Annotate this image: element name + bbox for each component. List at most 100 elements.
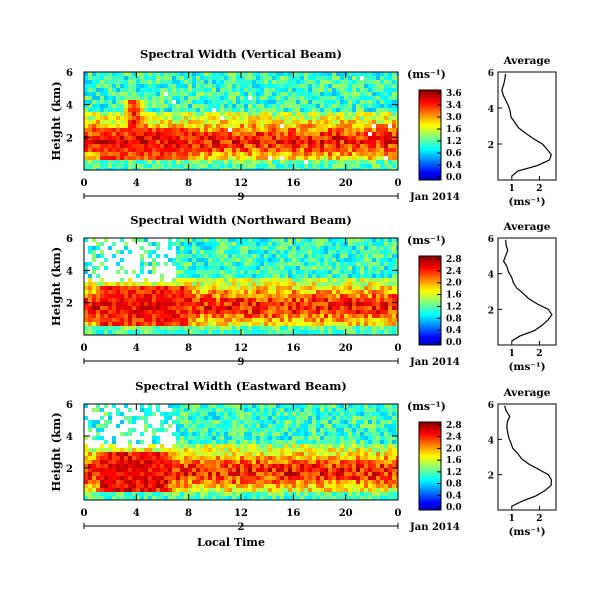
- heatmap-cell: [228, 274, 233, 279]
- heatmap-cell: [120, 306, 125, 311]
- heatmap-cell: [92, 436, 97, 441]
- heatmap-cell: [160, 460, 165, 465]
- heatmap-cell: [200, 294, 205, 299]
- heatmap-cell: [244, 322, 249, 327]
- heatmap-cell: [136, 330, 141, 335]
- heatmap-cell: [236, 140, 241, 145]
- heatmap-cell: [168, 464, 173, 469]
- heatmap-cell: [180, 432, 185, 437]
- heatmap-cell: [364, 250, 369, 255]
- heatmap-cell: [132, 306, 137, 311]
- heatmap-cell: [132, 448, 137, 453]
- heatmap-cell: [216, 108, 221, 113]
- heatmap-cell: [244, 124, 249, 129]
- heatmap-cell: [196, 72, 201, 77]
- heatmap-cell: [260, 286, 265, 291]
- heatmap-cell: [152, 156, 157, 161]
- heatmap-cell: [96, 432, 101, 437]
- heatmap-cell: [112, 80, 117, 85]
- heatmap-cell: [144, 484, 149, 489]
- heatmap-cell: [92, 136, 97, 141]
- heatmap-cell: [372, 258, 377, 263]
- heatmap-cell: [244, 168, 249, 171]
- heatmap-cell: [84, 132, 89, 137]
- heatmap-cell: [236, 144, 241, 149]
- heatmap-cell: [256, 148, 261, 153]
- heatmap-cell: [388, 270, 393, 275]
- heatmap-cell: [140, 84, 145, 89]
- heatmap-cell: [236, 108, 241, 113]
- heatmap-cell: [84, 266, 89, 271]
- heatmap-cell: [308, 92, 313, 97]
- heatmap-cell: [192, 488, 197, 493]
- heatmap-cell: [332, 88, 337, 93]
- heatmap-cell: [156, 326, 161, 331]
- heatmap-cell: [364, 278, 369, 283]
- heatmap-cell: [180, 484, 185, 489]
- heatmap-cell: [188, 92, 193, 97]
- heatmap-cell: [344, 80, 349, 85]
- heatmap-cell: [392, 152, 397, 157]
- heatmap-cell: [116, 266, 121, 271]
- heatmap-cell: [388, 88, 393, 93]
- heatmap-cell: [324, 270, 329, 275]
- heatmap-cell: [384, 132, 389, 137]
- heatmap-cell: [120, 310, 125, 315]
- heatmap-cell: [208, 330, 213, 335]
- heatmap-cell: [140, 420, 145, 425]
- heatmap-cell: [140, 492, 145, 497]
- heatmap-cell: [160, 412, 165, 417]
- heatmap-cell: [148, 160, 153, 165]
- heatmap-cell: [372, 310, 377, 315]
- heatmap-cell: [392, 100, 397, 105]
- heatmap-cell: [368, 242, 373, 247]
- heatmap-cell: [216, 100, 221, 105]
- heatmap-cell: [320, 326, 325, 331]
- heatmap-cell: [136, 238, 141, 243]
- heatmap-cell: [324, 314, 329, 319]
- heatmap-cell: [176, 84, 181, 89]
- heatmap-cell: [364, 270, 369, 275]
- heatmap-cell: [232, 100, 237, 105]
- heatmap-cell: [356, 294, 361, 299]
- heatmap-cell: [236, 254, 241, 259]
- heatmap-cell: [200, 136, 205, 141]
- heatmap-cell: [180, 476, 185, 481]
- heatmap-cell: [208, 72, 213, 77]
- heatmap-cell: [260, 302, 265, 307]
- heatmap-cell: [392, 302, 397, 307]
- heatmap-cell: [172, 120, 177, 125]
- heatmap-cell: [92, 160, 97, 165]
- heatmap-cell: [312, 326, 317, 331]
- heatmap-cell: [368, 152, 373, 157]
- heatmap-cell: [384, 258, 389, 263]
- heatmap-cell: [216, 168, 221, 171]
- heatmap-cell: [340, 156, 345, 161]
- heatmap-cell: [200, 128, 205, 133]
- heatmap-cell: [176, 440, 181, 445]
- heatmap-cell: [208, 484, 213, 489]
- heatmap-cell: [112, 298, 117, 303]
- heatmap-cell: [180, 140, 185, 145]
- heatmap-cell: [208, 100, 213, 105]
- heatmap-cell: [268, 116, 273, 121]
- heatmap-cell: [372, 262, 377, 267]
- heatmap-cell: [376, 112, 381, 117]
- heatmap-cell: [96, 330, 101, 335]
- heatmap-cell: [380, 254, 385, 259]
- heatmap-cell: [116, 100, 121, 105]
- heatmap-cell: [244, 258, 249, 263]
- heatmap-cell: [136, 262, 141, 267]
- heatmap-cell: [88, 432, 93, 437]
- colorbar-label: (ms⁻¹): [407, 68, 446, 81]
- heatmap-cell: [108, 294, 113, 299]
- heatmap-cell: [180, 76, 185, 81]
- heatmap-cell: [132, 496, 137, 501]
- heatmap-cell: [272, 302, 277, 307]
- heatmap-cell: [168, 278, 173, 283]
- heatmap-cell: [300, 96, 305, 101]
- heatmap-cell: [252, 318, 257, 323]
- heatmap-cell: [240, 306, 245, 311]
- heatmap-cell: [180, 436, 185, 441]
- heatmap-cell: [176, 238, 181, 243]
